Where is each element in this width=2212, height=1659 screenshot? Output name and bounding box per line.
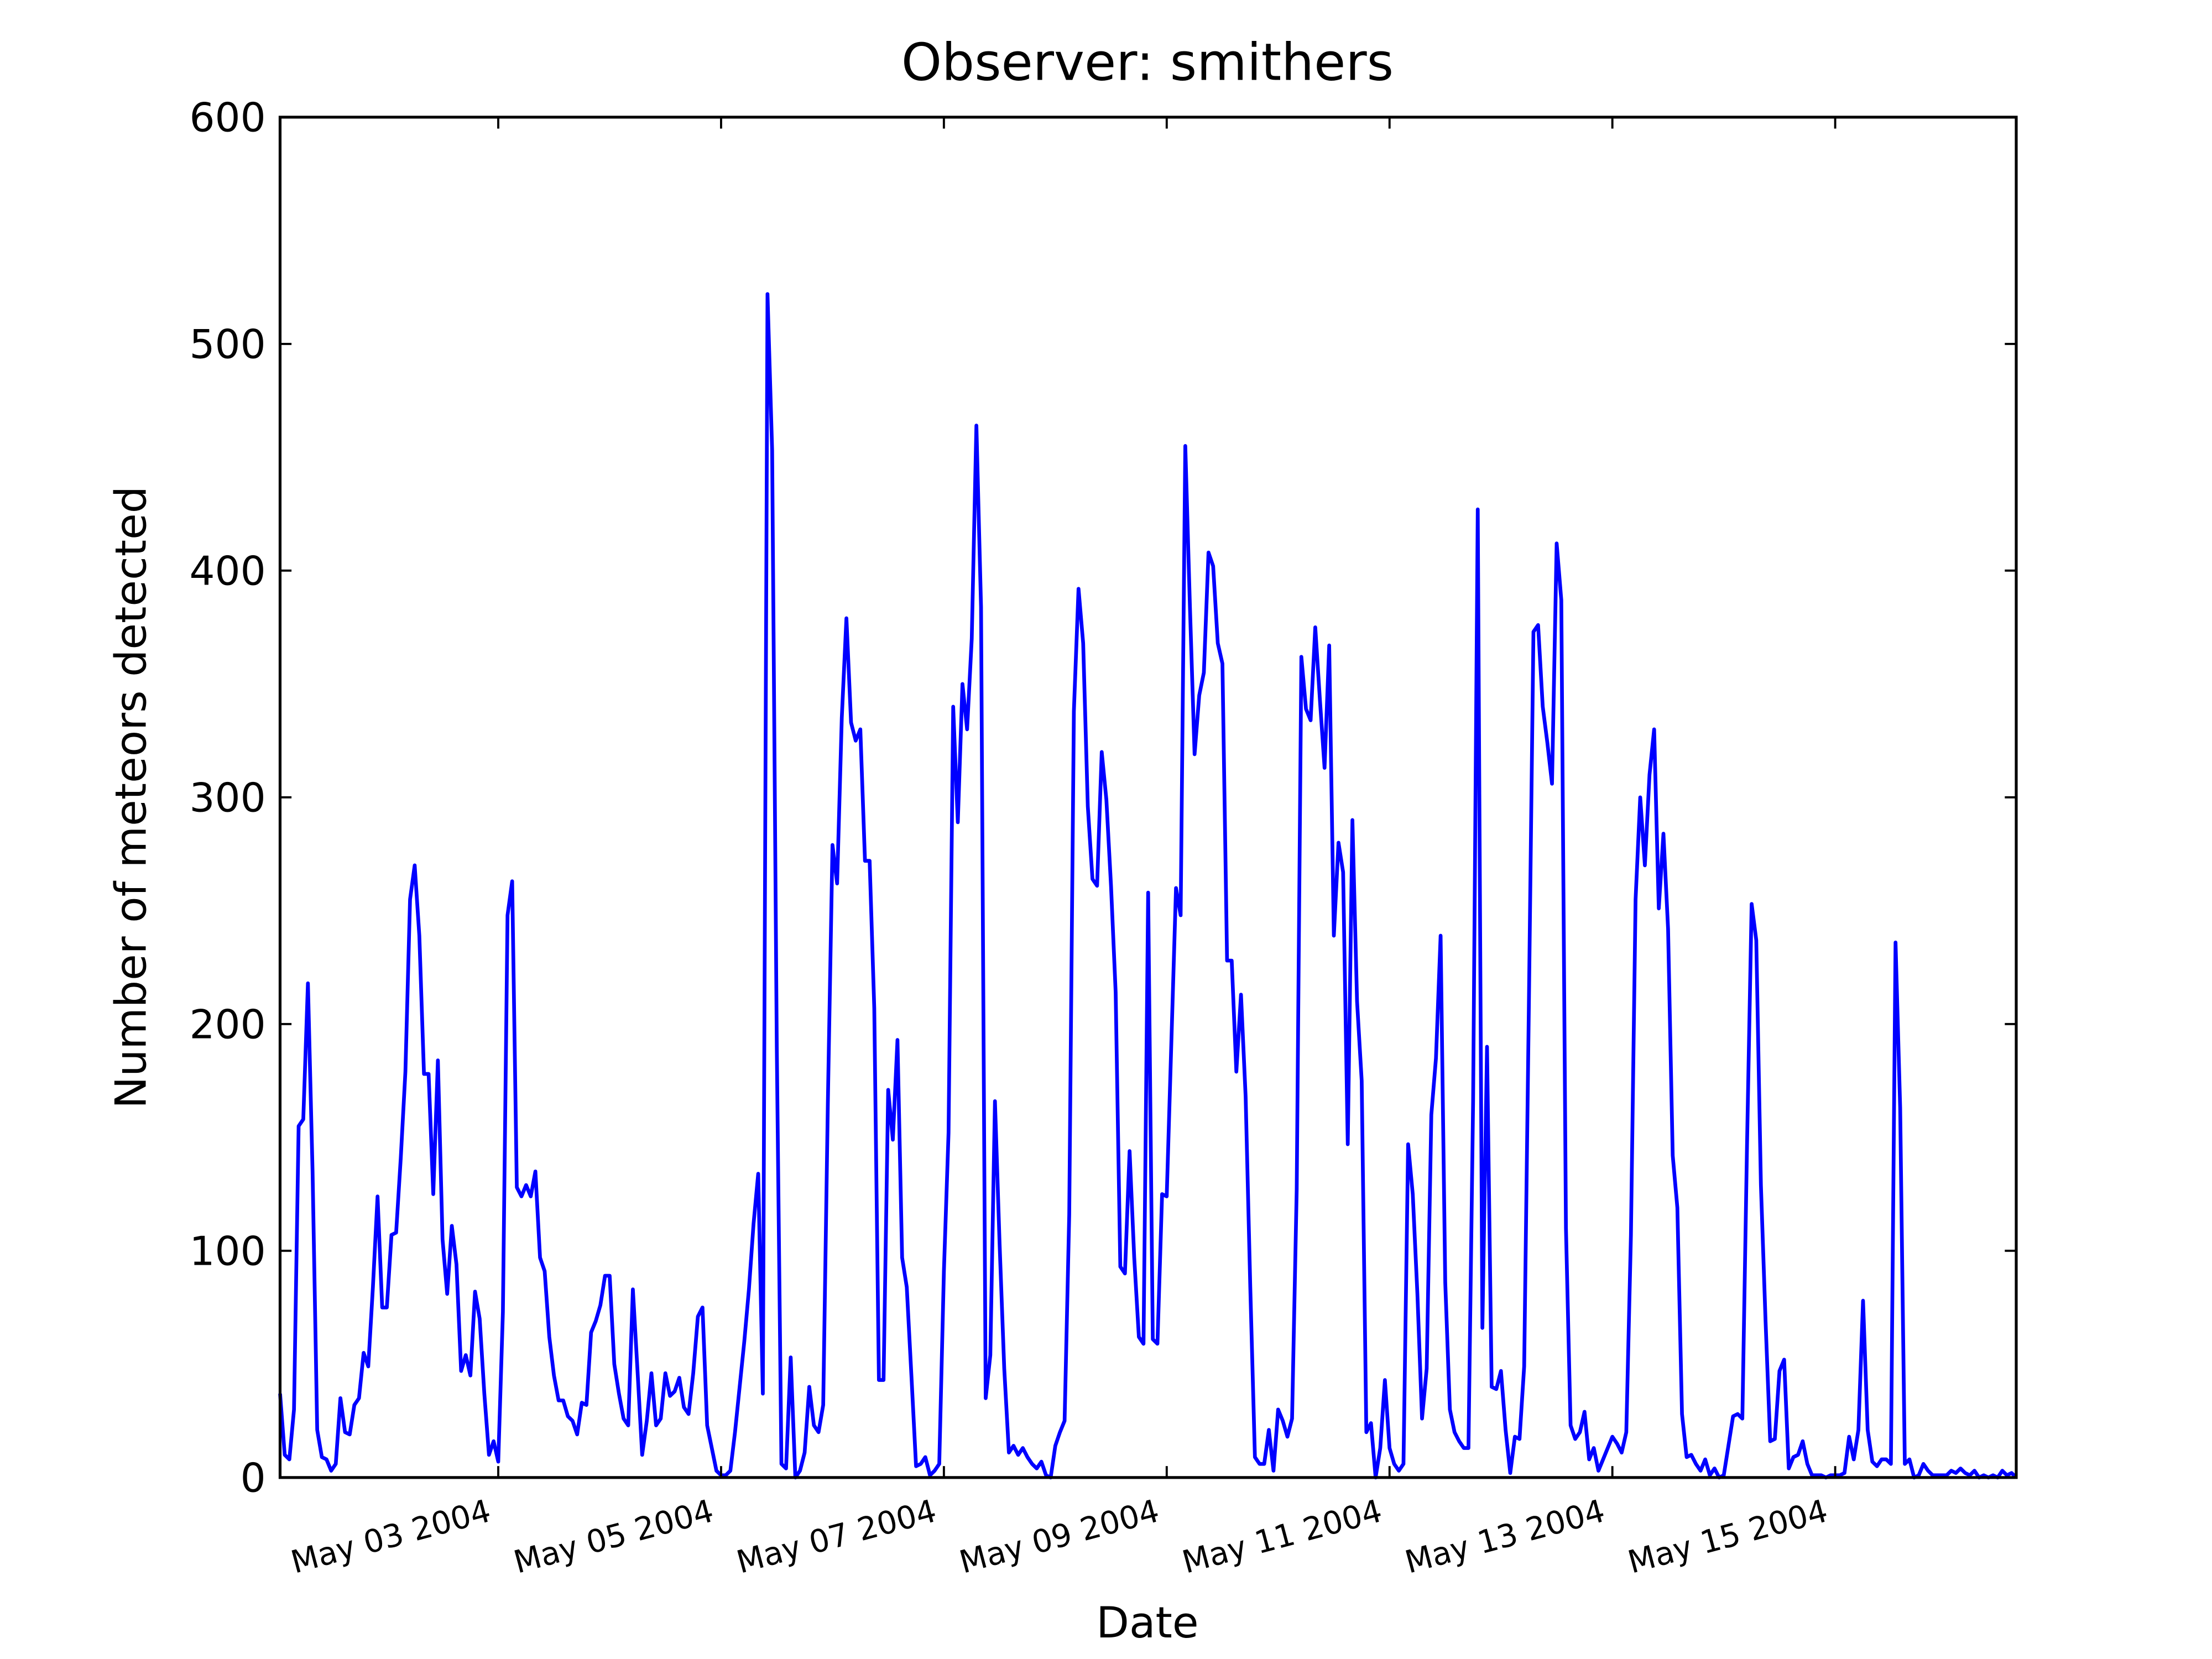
x-tick-label: May 11 2004 [1178,1493,1386,1581]
y-tick-label: 600 [190,95,266,142]
y-tick-label: 500 [190,322,266,368]
x-tick-label: May 15 2004 [1624,1493,1832,1581]
y-tick-label: 0 [241,1455,266,1502]
plot-frame [278,116,2018,1479]
data-line [278,292,2018,1480]
x-tick-label: May 07 2004 [733,1493,940,1581]
y-tick-label: 200 [190,1002,266,1048]
y-axis-label: Number of meteors detected [107,486,156,1109]
x-tick-label: May 09 2004 [956,1493,1163,1581]
x-tick-label: May 03 2004 [287,1493,494,1581]
y-tick-label: 400 [190,549,266,595]
y-tick-label: 100 [190,1229,266,1275]
x-tick-label: May 05 2004 [510,1493,717,1581]
x-tick-label: May 13 2004 [1401,1493,1609,1581]
x-axis-label: Date [1096,1598,1198,1648]
y-tick-label: 300 [190,775,266,822]
chart-title: Observer: smithers [901,33,1394,92]
